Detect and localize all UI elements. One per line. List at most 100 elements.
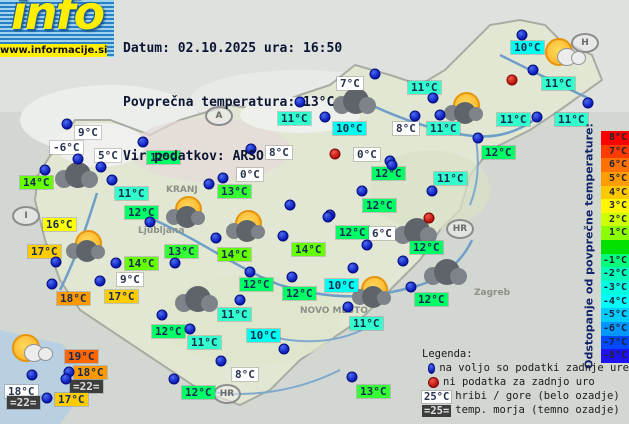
station-dot-blue <box>386 159 398 171</box>
station-dot-blue <box>106 174 118 186</box>
mountain-temp-label: 6°C <box>369 227 395 240</box>
station-temp-label: 19°C <box>65 350 98 363</box>
station-dot-blue <box>277 230 289 242</box>
station-dot-blue <box>426 185 438 197</box>
station-dot-blue <box>210 232 222 244</box>
cloud-icon <box>394 218 438 245</box>
cloud-icon <box>55 162 99 189</box>
station-dot-blue <box>137 136 149 148</box>
station-dot-blue <box>427 92 439 104</box>
station-dot-blue <box>217 172 229 184</box>
scale-title: Odstopanje od povprečne temperature: <box>582 123 596 369</box>
legend: Legenda: na voljo so podatki zadnje ure … <box>422 348 629 418</box>
station-temp-label: 11°C <box>542 77 575 90</box>
scale-band: 6°C <box>601 158 629 172</box>
logo-wordmark: info <box>10 0 105 40</box>
station-temp-label: 11°C <box>278 112 311 125</box>
scale-band: 5°C <box>601 171 629 186</box>
station-temp-label: 12°C <box>283 287 316 300</box>
sun-cloud-icon <box>352 276 392 308</box>
station-temp-label: 12°C <box>372 167 405 180</box>
scale-band: -6°C <box>601 321 629 336</box>
station-dot-blue <box>369 68 381 80</box>
scale-band: -5°C <box>601 308 629 322</box>
station-dot-blue <box>356 185 368 197</box>
station-dot-blue <box>203 178 215 190</box>
station-temp-label: 14°C <box>292 243 325 256</box>
sun-light-cloud-icon <box>10 334 56 364</box>
mountain-temp-label: 9°C <box>117 273 143 286</box>
station-temp-label: 13°C <box>218 185 251 198</box>
station-dot-blue <box>94 275 106 287</box>
scale-band: 4°C <box>601 185 629 200</box>
mountain-temp-label: 7°C <box>337 77 363 90</box>
station-dot-blue <box>144 216 156 228</box>
legend-item-available: na voljo so podatki zadnje ure <box>428 362 629 376</box>
scale-band: -1°C <box>601 253 629 268</box>
country-marker-hr: HR <box>213 384 241 404</box>
red-dot-icon <box>428 377 439 389</box>
station-dot-blue <box>531 111 543 123</box>
scale-band: -4°C <box>601 294 629 309</box>
station-dot-blue <box>72 153 84 165</box>
station-dot-blue <box>472 132 484 144</box>
station-temp-label: 11°C <box>427 122 460 135</box>
deviation-scale: 8°C 7°C 6°C 5°C 4°C 3°C 2°C 1°C -1°C -2°C -3°C -4°C… <box>601 131 629 363</box>
station-dot-blue <box>434 109 446 121</box>
country-marker-h: H <box>571 33 599 53</box>
station-temp-label: 17°C <box>55 393 88 406</box>
station-temp-label: 14°C <box>218 248 251 261</box>
station-temp-label: 12°C <box>415 293 448 306</box>
station-dot-blue <box>60 373 72 385</box>
station-temp-label: 11°C <box>188 336 221 349</box>
sea-temp-label: =22= <box>7 396 40 409</box>
mountain-temp-label: 8°C <box>393 122 419 135</box>
mountain-temp-label: 0°C <box>237 168 263 181</box>
station-dot-blue <box>168 373 180 385</box>
legend-title: Legenda: <box>422 348 473 360</box>
mountain-temp-label: 5°C <box>95 149 121 162</box>
station-dot-blue <box>278 343 290 355</box>
station-dot-blue <box>361 239 373 251</box>
cloud-icon <box>424 259 468 286</box>
header-date-line: Datum: 02.10.2025 ura: 16:50 <box>123 41 343 56</box>
logo-url-link[interactable]: www.informacije.si <box>0 44 108 57</box>
legend-item-label: hribi / gore (belo ozadje) <box>455 390 620 402</box>
station-temp-label: 12°C <box>152 325 185 338</box>
station-dot-blue <box>50 256 62 268</box>
station-temp-label: 12°C <box>147 151 180 164</box>
station-dot-blue <box>169 257 181 269</box>
sun-cloud-icon <box>166 196 206 228</box>
station-dot-blue <box>284 199 296 211</box>
station-temp-label: 12°C <box>336 226 369 239</box>
station-dot-blue <box>347 262 359 274</box>
legend-item-label: ni podatka za zadnjo uro <box>443 376 595 388</box>
legend-item-label: temp. morja (temno ozadje) <box>455 404 620 416</box>
station-temp-label: 17°C <box>28 245 61 258</box>
country-marker-hr: HR <box>446 219 474 239</box>
station-temp-label: 18°C <box>57 292 90 305</box>
station-dot-blue <box>234 294 246 306</box>
station-temp-label: 12°C <box>410 241 443 254</box>
legend-item-sea: =25= temp. morja (temno ozadje) <box>422 404 629 418</box>
station-temp-label: 16°C <box>43 218 76 231</box>
sea-temp-label: =22= <box>70 380 103 393</box>
station-dot-blue <box>294 96 306 108</box>
mountain-temp-label: -6°C <box>50 141 83 154</box>
legend-item-nodata: ni podatka za zadnjo uro <box>428 376 629 390</box>
blue-dot-icon <box>428 363 436 375</box>
country-marker-i: I <box>12 206 40 226</box>
station-dot-blue <box>41 392 53 404</box>
legend-item-mountain: 25°C hribi / gore (belo ozadje) <box>422 390 629 404</box>
station-dot-blue <box>215 355 227 367</box>
dark-badge-icon: =25= <box>422 404 452 417</box>
station-dot-blue <box>39 164 51 176</box>
station-temp-label: 11°C <box>408 81 441 94</box>
station-temp-label: 12°C <box>125 206 158 219</box>
station-dot-blue <box>244 266 256 278</box>
station-dot-blue <box>26 369 38 381</box>
station-dot-blue <box>516 29 528 41</box>
scale-band: 3°C <box>601 199 629 213</box>
city-label: Ljubljana <box>138 226 185 236</box>
station-temp-label: 13°C <box>357 385 390 398</box>
